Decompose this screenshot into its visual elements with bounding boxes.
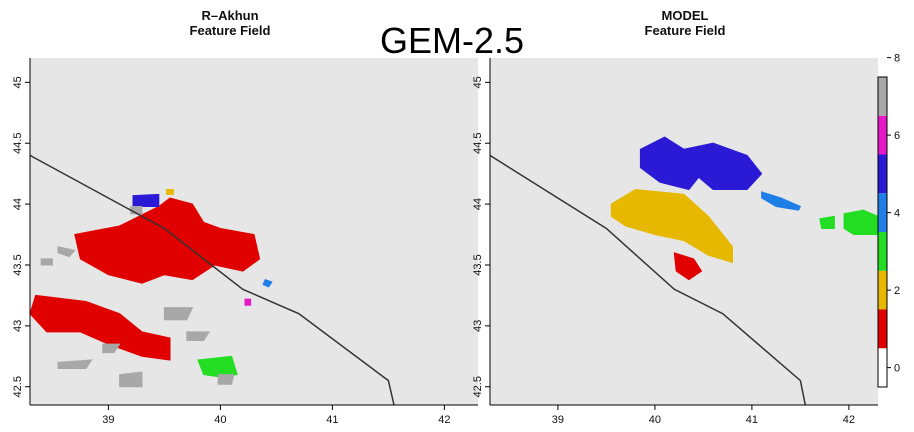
feature-green: [197, 355, 238, 378]
boundary-line: [29, 154, 395, 406]
feature-gray: [217, 374, 235, 385]
y-tick-label: 45: [12, 76, 24, 88]
colorbar-tick-label: 4: [894, 208, 900, 220]
y-tick-label: 42.5: [12, 376, 24, 397]
feature-red: [673, 252, 703, 281]
colorbar-tick-label: 8: [894, 53, 900, 65]
x-tick-label: 40: [649, 414, 661, 426]
x-tick-label: 39: [552, 414, 564, 426]
right-title-line1: MODEL: [661, 8, 709, 23]
feature-lightblue: [761, 191, 802, 211]
boundary-line: [489, 154, 807, 406]
y-tick-label: 43.5: [472, 254, 484, 275]
feature-gray: [57, 359, 93, 369]
y-tick-label: 44.5: [472, 133, 484, 154]
feature-red: [29, 294, 171, 361]
x-tick-label: 41: [746, 414, 758, 426]
feature-gray: [163, 307, 194, 321]
feature-gray: [186, 331, 211, 341]
feature-red: [74, 197, 261, 284]
feature-magenta: [244, 298, 252, 306]
panel-left: 42.5 43 43.5 44 44.5 45 39 40 41 42: [12, 58, 478, 426]
feature-green: [843, 209, 879, 235]
feature-gray: [102, 343, 121, 354]
feature-gray: [57, 246, 76, 258]
left-title-line1: R–Akhun: [201, 8, 259, 23]
feature-gold: [166, 189, 174, 195]
x-tick-label: 42: [843, 414, 855, 426]
colorbar-tick-label: 0: [894, 363, 900, 375]
left-title-line2: Feature Field: [189, 23, 271, 38]
feature-gray: [40, 258, 53, 266]
left-panel-title: R–Akhun Feature Field: [130, 8, 330, 38]
right-panel-title: MODEL Feature Field: [585, 8, 785, 38]
colorbar-segment-lightblue: [878, 193, 887, 232]
y-tick-label: 43: [472, 320, 484, 332]
y-tick-label: 45: [472, 76, 484, 88]
colorbar-segment-magenta: [878, 115, 887, 155]
x-tick-label: 42: [438, 414, 450, 426]
colorbar-segment-gold: [878, 270, 887, 310]
colorbar-tick-label: 2: [894, 285, 900, 297]
x-tick-label: 41: [326, 414, 338, 426]
right-title-line2: Feature Field: [644, 23, 726, 38]
y-tick-label: 44.5: [12, 133, 24, 154]
y-tick-label: 44: [12, 198, 24, 210]
colorbar-segment-gray: [878, 77, 887, 116]
y-tick-label: 42.5: [472, 376, 484, 397]
colorbar-tick-label: 6: [894, 130, 900, 142]
colorbar-segment-white: [878, 348, 887, 387]
feature-blue: [639, 136, 763, 191]
feature-lightblue: [262, 278, 273, 288]
colorbar-segment-green: [878, 232, 887, 271]
x-tick-label: 39: [102, 414, 114, 426]
colorbar: 0 2 4 6 8: [877, 53, 900, 388]
y-tick-label: 43.5: [12, 254, 24, 275]
colorbar-segment-blue: [878, 154, 887, 194]
panel-right: 42.5 43 43.5 44 44.5 45 39 40 41 42: [472, 58, 879, 426]
x-tick-label: 40: [214, 414, 226, 426]
overlay-label: GEM-2.5: [380, 20, 525, 61]
y-tick-label: 43: [12, 320, 24, 332]
feature-blue: [132, 193, 160, 207]
colorbar-segment-red: [878, 309, 887, 349]
feature-gray: [119, 371, 143, 388]
colorbar-frame: [877, 76, 888, 388]
feature-green: [819, 215, 835, 229]
feature-gold: [610, 188, 733, 264]
y-tick-label: 44: [472, 198, 484, 210]
